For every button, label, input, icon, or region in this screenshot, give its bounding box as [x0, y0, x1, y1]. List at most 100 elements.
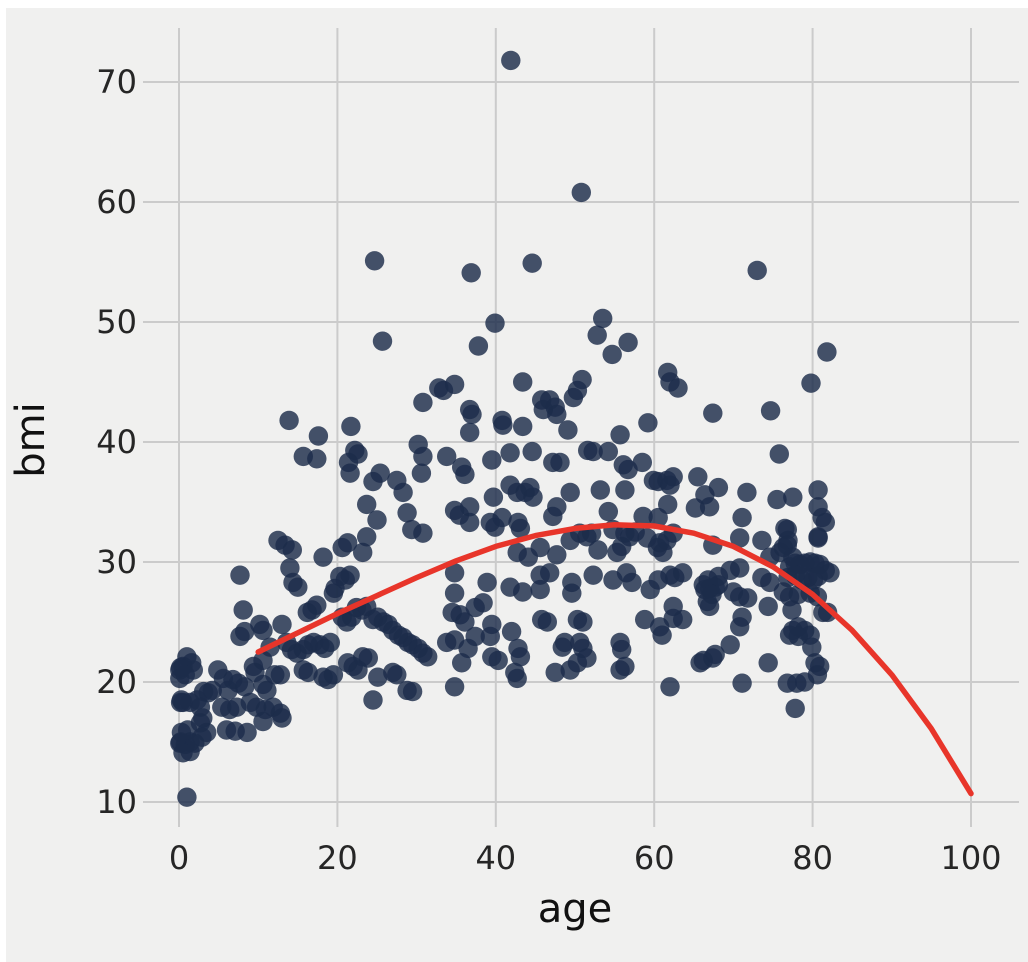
- scatter-point: [444, 677, 465, 697]
- scatter-point: [340, 565, 360, 585]
- scatter-point: [545, 662, 565, 683]
- scatter-point: [460, 497, 480, 517]
- scatter-point: [590, 480, 610, 500]
- scatter-point: [272, 614, 292, 635]
- scatter-point: [313, 547, 333, 567]
- scatter-point: [477, 572, 497, 593]
- scatter-point: [237, 722, 257, 743]
- scatter-point: [272, 708, 292, 728]
- scatter-point: [461, 263, 481, 283]
- scatter-point: [444, 583, 465, 603]
- scatter-point: [663, 467, 683, 487]
- scatter-point: [612, 536, 632, 557]
- scatter-point: [280, 558, 300, 578]
- scatter-point: [758, 596, 778, 617]
- scatter-point: [455, 612, 475, 632]
- scatter-point: [808, 566, 828, 587]
- scatter-point: [817, 342, 837, 362]
- scatter-point: [485, 313, 505, 333]
- scatter-point: [452, 653, 472, 673]
- scatter-point: [413, 392, 433, 413]
- scatter-point: [767, 489, 787, 510]
- x-tick-label: 20: [317, 839, 358, 877]
- scatter-point: [583, 565, 603, 585]
- scatter-point: [522, 441, 542, 462]
- scatter-point: [598, 501, 618, 522]
- scatter-point: [444, 563, 465, 583]
- x-tick-label: 80: [792, 839, 833, 877]
- scatter-point: [230, 626, 250, 647]
- scatter-point: [571, 182, 591, 203]
- scatter-point: [782, 600, 802, 620]
- scatter-point: [372, 331, 393, 351]
- scatter-point: [293, 660, 313, 680]
- scatter-point: [307, 595, 327, 615]
- scatter-point: [808, 480, 828, 500]
- scatter-point: [218, 680, 238, 701]
- y-tick-label: 10: [96, 783, 137, 821]
- scatter-point: [357, 527, 377, 547]
- scatter-point: [673, 609, 693, 630]
- scatter-point: [338, 533, 358, 553]
- scatter-point: [598, 441, 618, 462]
- scatter-point: [560, 530, 580, 551]
- scatter-point: [437, 446, 457, 467]
- y-axis-label: bmi: [8, 402, 54, 477]
- x-axis-label: age: [538, 886, 613, 932]
- scatter-point: [492, 507, 512, 528]
- scatter-point: [732, 507, 752, 528]
- scatter-point: [483, 487, 504, 507]
- scatter-point: [587, 325, 607, 345]
- scatter-point: [632, 452, 652, 473]
- y-tick-label: 20: [96, 663, 137, 701]
- scatter-point: [562, 583, 582, 603]
- scatter-point: [705, 644, 725, 665]
- scatter-point: [235, 677, 255, 697]
- scatter-point: [708, 477, 729, 498]
- scatter-point: [465, 626, 485, 647]
- scatter-point: [540, 563, 560, 583]
- scatter-point: [638, 413, 658, 433]
- scatter-point: [817, 602, 838, 623]
- scatter-point: [358, 648, 378, 668]
- scatter-point: [455, 464, 475, 485]
- scatter-point: [364, 251, 385, 271]
- scatter-point: [537, 612, 557, 632]
- scatter-point: [493, 415, 513, 435]
- scatter-point: [253, 620, 273, 641]
- scatter-point: [253, 711, 273, 732]
- scatter-point: [760, 572, 780, 593]
- x-tick-label: 0: [169, 839, 189, 877]
- scatter-point: [668, 378, 688, 398]
- scatter-point: [783, 487, 803, 507]
- scatter-point: [635, 609, 655, 630]
- scatter-point: [550, 452, 570, 473]
- scatter-point: [615, 480, 635, 500]
- scatter-point: [353, 542, 373, 563]
- scatter-point: [812, 507, 832, 528]
- scatter-point: [543, 506, 563, 527]
- scatter-point: [560, 482, 580, 503]
- scatter-point: [501, 50, 521, 71]
- scatter-point: [397, 503, 417, 523]
- scatter-point: [652, 625, 672, 645]
- scatter-point: [612, 639, 632, 660]
- scatter-point: [437, 632, 457, 653]
- scatter-point: [193, 681, 214, 702]
- scatter-point: [685, 498, 706, 518]
- scatter-point: [785, 698, 805, 719]
- scatter-point: [393, 482, 413, 503]
- scatter-point: [699, 596, 720, 617]
- y-tick-label: 60: [96, 183, 137, 221]
- scatter-point: [500, 443, 520, 463]
- scatter-point: [588, 540, 608, 560]
- scatter-point: [802, 637, 822, 657]
- scatter-point: [288, 577, 308, 597]
- scatter-point: [703, 403, 723, 423]
- scatter-point: [760, 401, 781, 421]
- scatter-point: [795, 672, 815, 692]
- scatter-point: [530, 579, 550, 600]
- scatter-point: [758, 653, 778, 673]
